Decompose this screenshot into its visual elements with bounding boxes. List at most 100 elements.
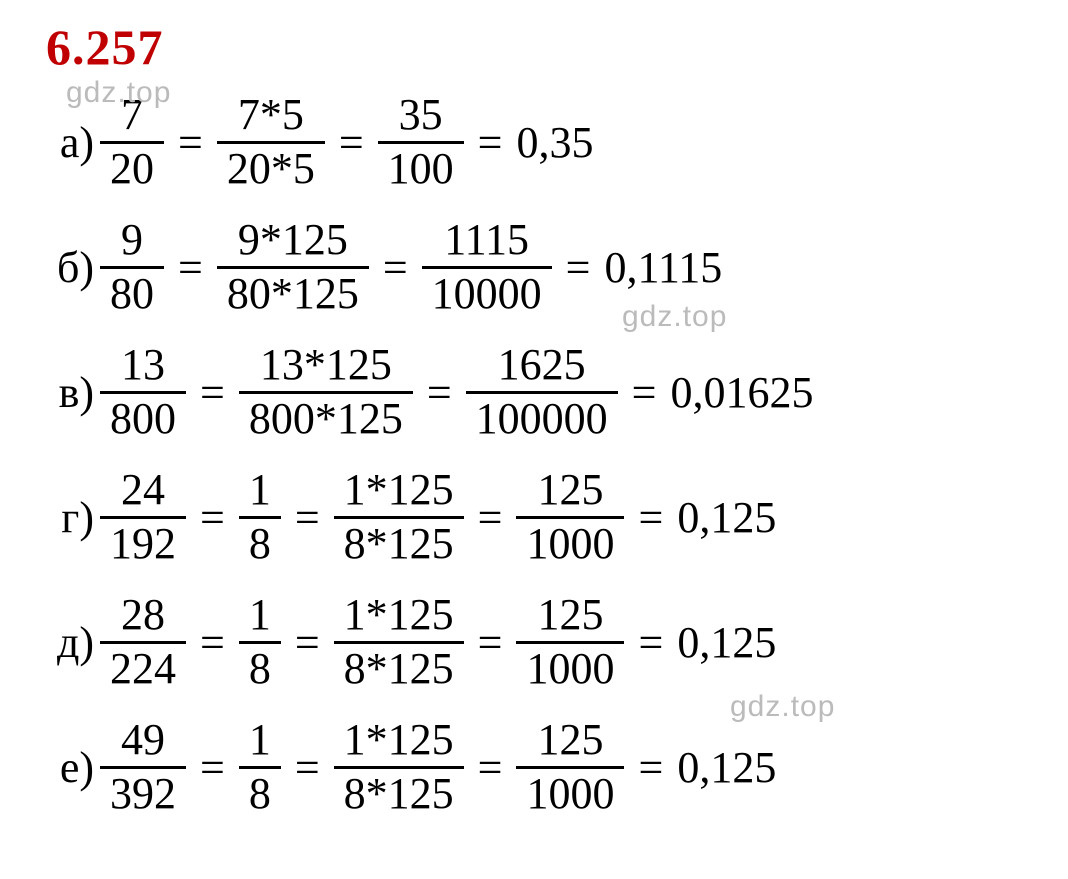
- fraction: 24 192: [100, 465, 186, 570]
- equals-sign: =: [552, 246, 605, 290]
- result-decimal: 0,1115: [604, 246, 722, 290]
- fraction-numerator: 1*125: [334, 590, 464, 641]
- fraction: 35 100: [378, 90, 464, 195]
- equation-row-a: а) 7 20 = 7*5 20*5 = 35 100 = 0,35: [36, 80, 1068, 205]
- fraction-numerator: 125: [527, 715, 613, 766]
- result-decimal: 0,125: [677, 746, 776, 790]
- fraction-numerator: 1: [239, 465, 281, 516]
- fraction-numerator: 9*125: [228, 215, 358, 266]
- fraction-denominator: 8*125: [334, 769, 464, 820]
- fraction-denominator: 392: [100, 769, 186, 820]
- fraction-numerator: 1: [239, 590, 281, 641]
- equals-sign: =: [624, 621, 677, 665]
- fraction: 1 8: [239, 590, 281, 695]
- fraction: 1115 10000: [422, 215, 552, 320]
- equals-sign: =: [624, 496, 677, 540]
- fraction-denominator: 8: [239, 644, 281, 695]
- fraction-denominator: 10000: [422, 269, 552, 320]
- fraction-numerator: 24: [111, 465, 175, 516]
- equals-sign: =: [164, 246, 217, 290]
- equation-row-v: в) 13 800 = 13*125 800*125 = 1625 100000…: [36, 330, 1068, 455]
- result-decimal: 0,35: [516, 121, 593, 165]
- row-label: а): [36, 121, 100, 165]
- fraction-denominator: 20*5: [217, 144, 325, 195]
- fraction-denominator: 80*125: [217, 269, 369, 320]
- equals-sign: =: [624, 746, 677, 790]
- fraction: 1*125 8*125: [334, 715, 464, 820]
- fraction: 1625 100000: [466, 340, 618, 445]
- row-label: е): [36, 746, 100, 790]
- fraction: 49 392: [100, 715, 186, 820]
- fraction-numerator: 1*125: [334, 465, 464, 516]
- fraction-numerator: 13: [111, 340, 175, 391]
- row-label: в): [36, 371, 100, 415]
- fraction: 7 20: [100, 90, 164, 195]
- fraction: 28 224: [100, 590, 186, 695]
- fraction: 1*125 8*125: [334, 590, 464, 695]
- fraction-denominator: 1000: [516, 769, 624, 820]
- exercise-title: 6.257: [46, 18, 1068, 76]
- fraction-denominator: 8: [239, 519, 281, 570]
- result-decimal: 0,125: [677, 496, 776, 540]
- equation-row-b: б) 9 80 = 9*125 80*125 = 1115 10000 = 0,…: [36, 205, 1068, 330]
- fraction: 125 1000: [516, 590, 624, 695]
- fraction-numerator: 9: [111, 215, 153, 266]
- equals-sign: =: [281, 746, 334, 790]
- fraction-denominator: 20: [100, 144, 164, 195]
- page-root: 6.257 gdz.top gdz.top gdz.top а) 7 20 = …: [0, 0, 1068, 879]
- fraction-numerator: 13*125: [250, 340, 402, 391]
- fraction: 1 8: [239, 465, 281, 570]
- equals-sign: =: [413, 371, 466, 415]
- fraction-numerator: 1: [239, 715, 281, 766]
- fraction: 9 80: [100, 215, 164, 320]
- fraction-numerator: 49: [111, 715, 175, 766]
- fraction: 13*125 800*125: [239, 340, 413, 445]
- fraction-numerator: 28: [111, 590, 175, 641]
- equals-sign: =: [464, 746, 517, 790]
- fraction-numerator: 1625: [488, 340, 596, 391]
- equals-sign: =: [618, 371, 671, 415]
- fraction: 125 1000: [516, 715, 624, 820]
- fraction-numerator: 7*5: [228, 90, 314, 141]
- result-decimal: 0,01625: [670, 371, 813, 415]
- fraction-denominator: 1000: [516, 519, 624, 570]
- equals-sign: =: [464, 121, 517, 165]
- fraction: 1*125 8*125: [334, 465, 464, 570]
- fraction-denominator: 192: [100, 519, 186, 570]
- fraction-denominator: 800: [100, 394, 186, 445]
- row-label: б): [36, 246, 100, 290]
- fraction-denominator: 80: [100, 269, 164, 320]
- equals-sign: =: [186, 746, 239, 790]
- fraction-numerator: 1115: [434, 215, 539, 266]
- equals-sign: =: [186, 496, 239, 540]
- fraction-numerator: 7: [111, 90, 153, 141]
- equals-sign: =: [186, 371, 239, 415]
- fraction: 125 1000: [516, 465, 624, 570]
- equals-sign: =: [464, 496, 517, 540]
- fraction-denominator: 8*125: [334, 519, 464, 570]
- result-decimal: 0,125: [677, 621, 776, 665]
- fraction-denominator: 8*125: [334, 644, 464, 695]
- fraction-denominator: 800*125: [239, 394, 413, 445]
- row-label: г): [36, 496, 100, 540]
- fraction-denominator: 224: [100, 644, 186, 695]
- row-label: д): [36, 621, 100, 665]
- equals-sign: =: [164, 121, 217, 165]
- equals-sign: =: [186, 621, 239, 665]
- equation-row-e: е) 49 392 = 1 8 = 1*125 8*125 = 125 1000…: [36, 705, 1068, 830]
- equals-sign: =: [281, 621, 334, 665]
- fraction: 1 8: [239, 715, 281, 820]
- equals-sign: =: [369, 246, 422, 290]
- fraction-denominator: 1000: [516, 644, 624, 695]
- fraction-denominator: 8: [239, 769, 281, 820]
- fraction-denominator: 100: [378, 144, 464, 195]
- fraction: 9*125 80*125: [217, 215, 369, 320]
- equation-row-d: д) 28 224 = 1 8 = 1*125 8*125 = 125 1000…: [36, 580, 1068, 705]
- fraction-numerator: 35: [389, 90, 453, 141]
- fraction-denominator: 100000: [466, 394, 618, 445]
- fraction-numerator: 125: [527, 590, 613, 641]
- fraction-numerator: 125: [527, 465, 613, 516]
- fraction: 7*5 20*5: [217, 90, 325, 195]
- equals-sign: =: [464, 621, 517, 665]
- equation-row-g: г) 24 192 = 1 8 = 1*125 8*125 = 125 1000…: [36, 455, 1068, 580]
